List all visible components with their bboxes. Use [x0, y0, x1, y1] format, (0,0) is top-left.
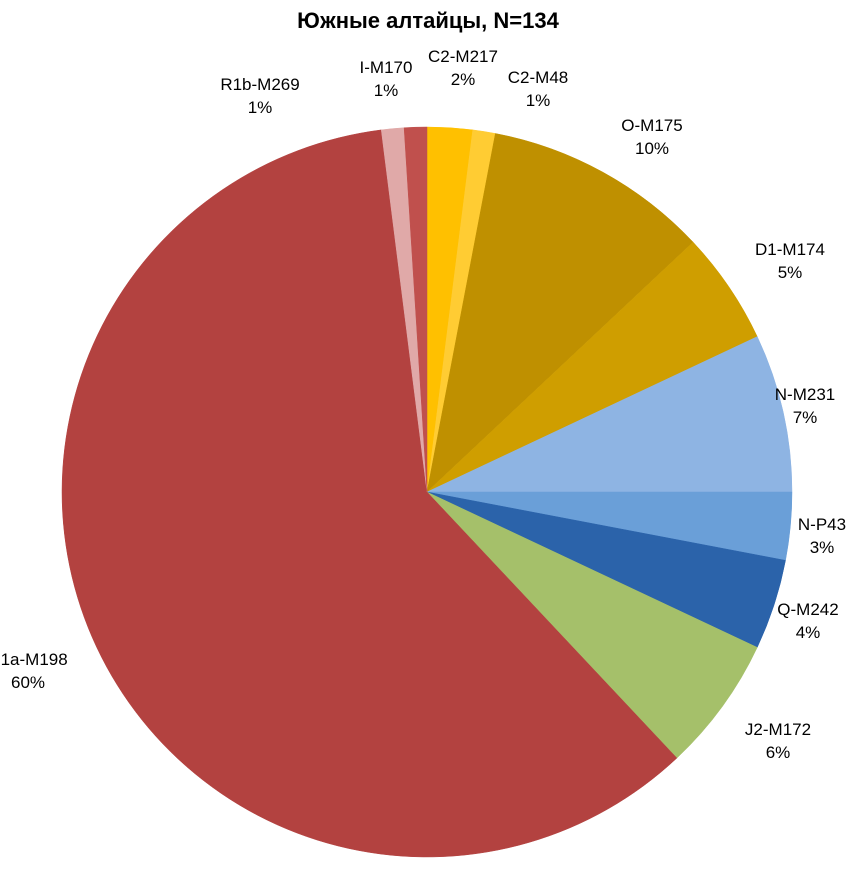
pie-slice-j2-m172	[426, 491, 758, 759]
pie-slice-r1a-m198	[61, 129, 678, 858]
slice-percent: 2%	[451, 70, 476, 89]
slice-name: O-M175	[621, 116, 682, 135]
pie-slice-i-m170	[403, 126, 428, 493]
slice-label-d1-m174: D1-M174 5%	[755, 240, 825, 282]
slice-percent: 1%	[374, 81, 399, 100]
slice-label-c2-m48: C2-M48 1%	[508, 68, 568, 110]
slice-percent: 3%	[810, 538, 835, 557]
slice-label-i-m170: I-M170 1%	[360, 58, 413, 100]
slice-name: C2-M217	[428, 47, 498, 66]
slice-label-o-m175: O-M175 10%	[621, 116, 682, 158]
slice-label-r1a-m198: R1a-M198 60%	[0, 650, 68, 692]
slice-percent: 5%	[778, 263, 803, 282]
slice-percent: 10%	[635, 139, 669, 158]
slice-name: D1-M174	[755, 240, 825, 259]
slice-name: R1b-M269	[220, 75, 299, 94]
slice-name: N-M231	[775, 385, 835, 404]
slice-percent: 1%	[248, 98, 273, 117]
slice-name: C2-M48	[508, 68, 568, 87]
slice-percent: 4%	[796, 623, 821, 642]
slice-percent: 1%	[526, 91, 551, 110]
slice-name: R1a-M198	[0, 650, 68, 669]
slice-percent: 60%	[11, 673, 45, 692]
slice-name: J2-M172	[745, 720, 811, 739]
pie-slices	[61, 126, 793, 858]
chart-title: Южные алтайцы, N=134	[297, 8, 559, 33]
slice-label-c2-m217: C2-M217 2%	[428, 47, 498, 89]
pie-slice-n-m231	[426, 336, 793, 493]
slice-label-q-m242: Q-M242 4%	[777, 600, 838, 642]
pie-slice-o-m175	[426, 133, 694, 493]
slice-label-r1b-m269: R1b-M269 1%	[220, 75, 299, 117]
slice-percent: 6%	[766, 743, 791, 762]
slice-label-j2-m172: J2-M172 6%	[745, 720, 811, 762]
slice-name: Q-M242	[777, 600, 838, 619]
slice-label-n-p43: N-P43 3%	[798, 515, 846, 557]
slice-name: N-P43	[798, 515, 846, 534]
slice-name: I-M170	[360, 58, 413, 77]
slice-percent: 7%	[793, 408, 818, 427]
slice-labels: C2-M217 2% C2-M48 1% O-M175 10% D1-M174 5% N-M23…	[0, 47, 846, 762]
slice-label-n-m231: N-M231 7%	[775, 385, 835, 427]
